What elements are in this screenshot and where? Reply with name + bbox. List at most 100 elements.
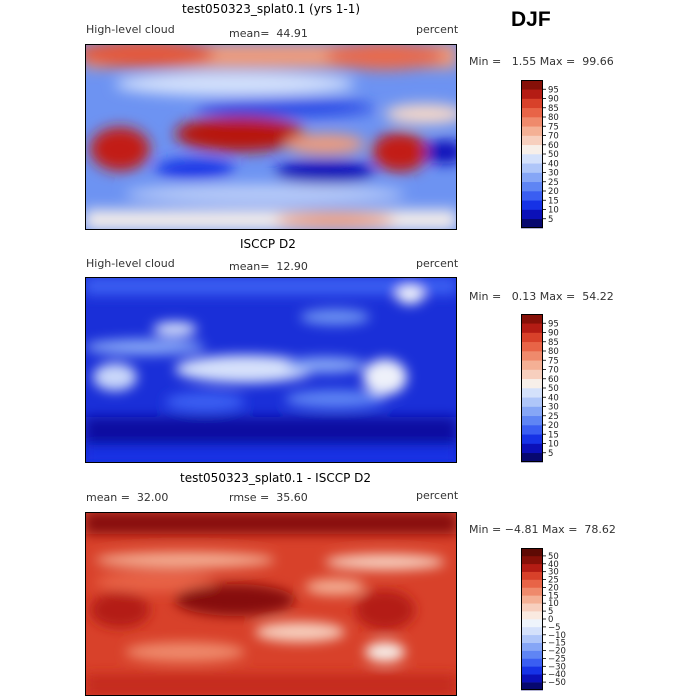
colorbar-tick-label: 85 — [548, 338, 559, 348]
colorbar-tick-label: −30 — [548, 662, 566, 672]
colorbar-swatch — [521, 626, 543, 636]
colorbar-swatch — [521, 323, 543, 333]
panel3-blob — [255, 622, 345, 642]
colorbar-tick-label: 30 — [548, 169, 559, 179]
colorbar-swatch — [521, 135, 543, 146]
panel2-title: ISCCP D2 — [240, 237, 296, 251]
panel1-blob — [325, 44, 445, 70]
colorbar-tick-label: 75 — [548, 356, 559, 366]
colorbar-swatch — [521, 406, 543, 417]
panel2-minmax: Min = 0.13 Max = 54.22 — [469, 290, 614, 303]
colorbar-swatch — [521, 314, 543, 324]
colorbar-swatch — [521, 397, 543, 407]
panel3-blob — [125, 642, 245, 662]
colorbar-swatch — [521, 126, 543, 136]
colorbar-swatch — [521, 172, 543, 183]
colorbar-tick-label: 95 — [548, 319, 559, 329]
colorbar-tick-label: 5 — [548, 215, 553, 225]
colorbar-swatch — [521, 200, 543, 210]
panel3-min-label: Min = — [469, 523, 502, 536]
colorbar-swatch — [521, 360, 543, 370]
panel3-blob — [95, 572, 215, 592]
colorbar-swatch — [521, 388, 543, 398]
colorbar-tick-label: −25 — [548, 654, 566, 664]
colorbar-tick-label: −10 — [548, 631, 566, 641]
colorbar-tick-label: 75 — [548, 122, 559, 132]
colorbar-tick-label: 80 — [548, 347, 559, 357]
panel3-title: test050323_splat0.1 - ISCCP D2 — [180, 471, 371, 485]
colorbar-swatch — [521, 634, 543, 643]
panel1-mean-label: mean= — [229, 27, 270, 40]
panel2-blob — [165, 392, 245, 412]
colorbar-swatch — [521, 548, 543, 557]
colorbar-swatch — [521, 563, 543, 572]
colorbar-tick-label: 70 — [548, 132, 559, 142]
panel3-mean: mean = 32.00 — [86, 491, 168, 504]
colorbar-tick-label: 20 — [548, 583, 559, 593]
colorbar-swatch — [521, 682, 543, 691]
colorbar-swatch — [521, 619, 543, 628]
colorbar-tick-label: 90 — [548, 95, 559, 105]
panel2-blob — [175, 355, 315, 383]
panel2-blob — [300, 309, 370, 325]
colorbar-swatch — [521, 658, 543, 667]
colorbar-swatch — [521, 603, 543, 612]
panel2-mean-value: 12.90 — [276, 260, 308, 273]
colorbar-swatch — [521, 650, 543, 659]
panel1-units: percent — [416, 23, 459, 36]
colorbar-tick-label: 50 — [548, 552, 559, 562]
panel1-max-value: 99.66 — [582, 55, 614, 68]
panel3-rmse: rmse = 35.60 — [229, 491, 308, 504]
panel1-mean: mean= 44.91 — [229, 27, 308, 40]
colorbar-swatch — [521, 425, 543, 435]
colorbar-swatch — [521, 80, 543, 90]
colorbar-tick-label: 25 — [548, 576, 559, 586]
season-label: DJF — [511, 8, 551, 31]
panel3-rmse-value: 35.60 — [276, 491, 308, 504]
colorbar-tick-label: 10 — [548, 440, 559, 450]
colorbar-tick-label: 5 — [548, 607, 553, 617]
panel2-variable: High-level cloud — [86, 257, 175, 270]
panel2-blob — [85, 445, 457, 463]
colorbar-swatch — [521, 89, 543, 99]
panel1-blob — [115, 72, 355, 96]
panel3-map — [85, 512, 457, 696]
panel2-blob — [396, 286, 424, 304]
panel2-units: percent — [416, 257, 459, 270]
colorbar-tick-label: 30 — [548, 568, 559, 578]
panel2-blob — [85, 277, 457, 295]
colorbar-tick-label: 80 — [548, 113, 559, 123]
panel1-frame — [85, 44, 457, 230]
panel3-blob — [95, 552, 275, 568]
panel1-min-value: 1.55 — [511, 55, 537, 68]
colorbar-tick-label: 15 — [548, 430, 559, 440]
colorbar-swatch — [521, 218, 543, 229]
colorbar-tick-label: 50 — [548, 150, 559, 160]
panel3-blob — [325, 554, 445, 570]
colorbar-tick-label: 30 — [548, 403, 559, 413]
panel3-units: percent — [416, 489, 459, 502]
panel1-blob — [125, 184, 405, 204]
colorbar-tick-label: −15 — [548, 639, 566, 649]
colorbar-swatch — [521, 415, 543, 426]
colorbar-tick-label: 85 — [548, 104, 559, 114]
panel3-blob — [365, 642, 405, 662]
panel1-blob — [85, 210, 457, 230]
colorbar-swatch — [521, 666, 543, 675]
panel1-title: test050323_splat0.1 (yrs 1-1) — [182, 2, 361, 16]
colorbar-swatch — [521, 571, 543, 580]
panel3-rmse-label: rmse = — [229, 491, 270, 504]
colorbar-tick-label: 60 — [548, 141, 559, 151]
panel2-blob — [153, 322, 197, 336]
colorbar-tick-label: 70 — [548, 366, 559, 376]
colorbar-tick-label: 95 — [548, 85, 559, 95]
panel3-frame — [85, 512, 457, 696]
colorbar-swatch — [521, 674, 543, 683]
panel1-blob — [372, 132, 428, 172]
panel2-blob — [85, 339, 205, 355]
colorbar-tick-label: 60 — [548, 375, 559, 385]
colorbar-tick-label: 15 — [548, 196, 559, 206]
